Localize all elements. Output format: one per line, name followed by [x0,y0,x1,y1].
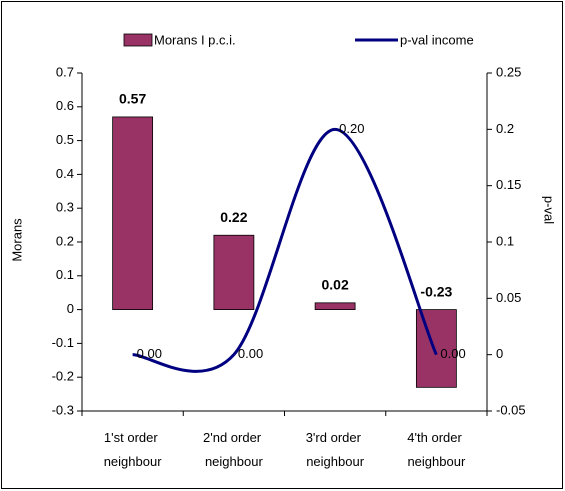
y-tick-label: 0 [67,301,74,316]
x-tick-label: 4'th order neighbour [407,430,466,469]
legend-label: p-val income [400,32,474,47]
y2-tick-label: 0.2 [496,121,514,136]
line-value-label: 0.00 [238,346,263,361]
legend-label: Morans I p.c.i. [154,32,236,47]
y-tick-label: 0.3 [56,200,74,215]
bar-value-label: 0.02 [322,277,349,293]
y-tick-label: -0.2 [52,369,74,384]
x-tick-label: 3'rd order neighbour [306,430,365,469]
y2-tick-label: 0.05 [496,290,521,305]
x-tick-label: 2'nd order neighbour [203,430,265,469]
bar [314,302,356,310]
line-value-label: 0.20 [339,121,364,136]
y2-tick-label: 0.1 [496,233,514,248]
y-tick-label: -0.1 [52,335,74,350]
legend-swatch [123,33,153,47]
line-value-label: 0.00 [440,346,465,361]
y2-tick-label: 0.15 [496,177,521,192]
y2-tick-label: 0 [496,346,503,361]
y-tick-label: 0.6 [56,98,74,113]
y-tick-label: 0.7 [56,64,74,79]
x-tick-label: 1'st order neighbour [104,430,162,469]
y-axis-title: Morans [9,218,24,262]
line-value-label: 0.00 [137,346,162,361]
y2-tick-label: 0.25 [496,64,521,79]
y2-tick-label: -0.05 [496,402,526,417]
bar [213,234,255,311]
y-tick-label: -0.3 [52,402,74,417]
y-tick-label: 0.5 [56,132,74,147]
y-tick-label: 0.2 [56,233,74,248]
line [132,127,438,373]
y-tick-label: 0.1 [56,267,74,282]
bar-value-label: 0.22 [220,209,247,225]
bar [112,116,154,311]
bar-value-label: 0.57 [119,91,146,107]
y-tick-label: 0.4 [56,166,74,181]
bar-value-label: -0.23 [420,283,452,299]
y2-axis-title: p-val [542,196,557,224]
